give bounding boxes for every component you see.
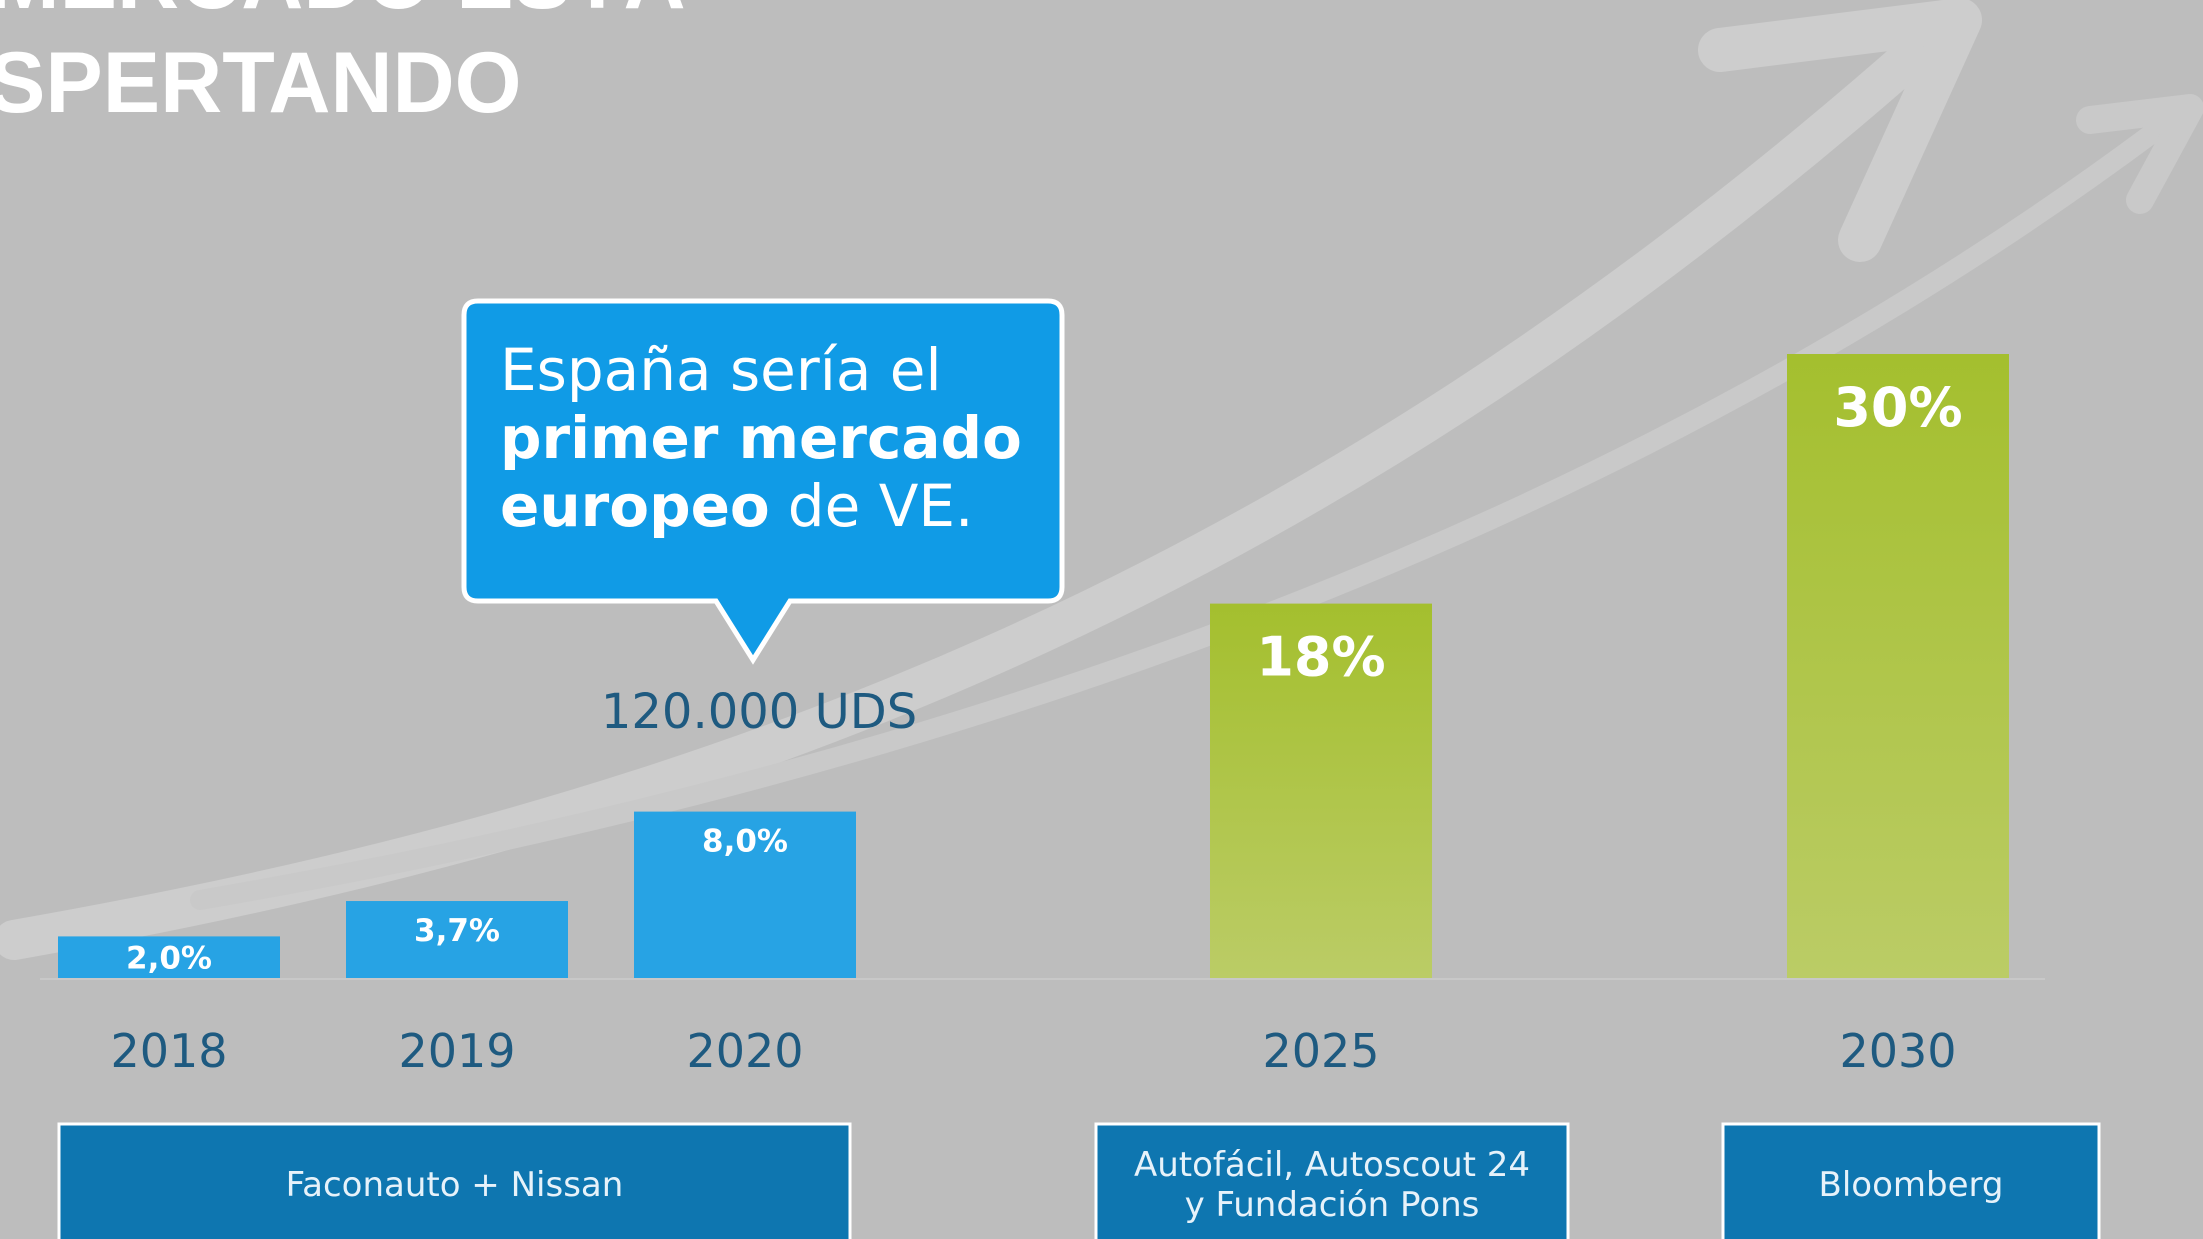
value-label: 3,7% [414, 913, 500, 949]
source-box [57, 1122, 852, 1239]
callout-box [461, 298, 1065, 665]
bar [346, 901, 568, 978]
bar [634, 811, 856, 978]
bar [58, 936, 280, 978]
value-label: 8,0% [702, 824, 788, 860]
callout-text: europeo de VE. [500, 472, 973, 540]
bar [1210, 603, 1432, 978]
source-box [1721, 1122, 2101, 1239]
x-tick-label: 2020 [686, 1024, 803, 1078]
bar [1787, 354, 2009, 978]
x-tick-label: 2018 [110, 1024, 227, 1078]
callout-bold: europeo [500, 472, 770, 540]
x-tick-label: 2030 [1839, 1024, 1956, 1078]
x-tick-label: 2019 [398, 1024, 515, 1078]
source-text: Faconauto + Nissan [286, 1165, 624, 1205]
value-label: 18% [1256, 626, 1385, 689]
title-line: SPERTANDO [0, 35, 522, 131]
trend-arrow-head [1698, 0, 1982, 262]
x-tick-label: 2025 [1262, 1024, 1379, 1078]
value-label: 30% [1833, 376, 1962, 439]
source-box [1094, 1122, 1570, 1239]
source-text: Autofácil, Autoscout 24 [1134, 1145, 1530, 1185]
callout-plain: de VE. [788, 472, 974, 540]
source-text: Bloomberg [1819, 1165, 2004, 1205]
value-label: 2,0% [126, 940, 212, 976]
annotation: 120.000 UDS [601, 684, 917, 740]
trend-arrow-head [2076, 94, 2203, 214]
callout-text: España sería el [500, 336, 942, 404]
title-line: MERCADO ESTÁ [0, 0, 686, 27]
source-text: y Fundación Pons [1185, 1185, 1480, 1225]
callout-text: primer mercado [500, 404, 1022, 472]
